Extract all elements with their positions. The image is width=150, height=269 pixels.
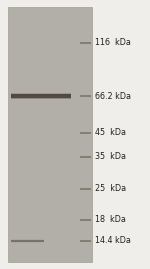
Text: 35  kDa: 35 kDa (95, 152, 126, 161)
Bar (8, 7, 92, 262)
Text: 116  kDa: 116 kDa (95, 38, 131, 48)
Text: 66.2 kDa: 66.2 kDa (95, 92, 131, 101)
Text: 25  kDa: 25 kDa (95, 184, 126, 193)
Text: 14.4 kDa: 14.4 kDa (95, 236, 131, 245)
Text: 45  kDa: 45 kDa (95, 128, 126, 137)
Text: 18  kDa: 18 kDa (95, 215, 126, 224)
